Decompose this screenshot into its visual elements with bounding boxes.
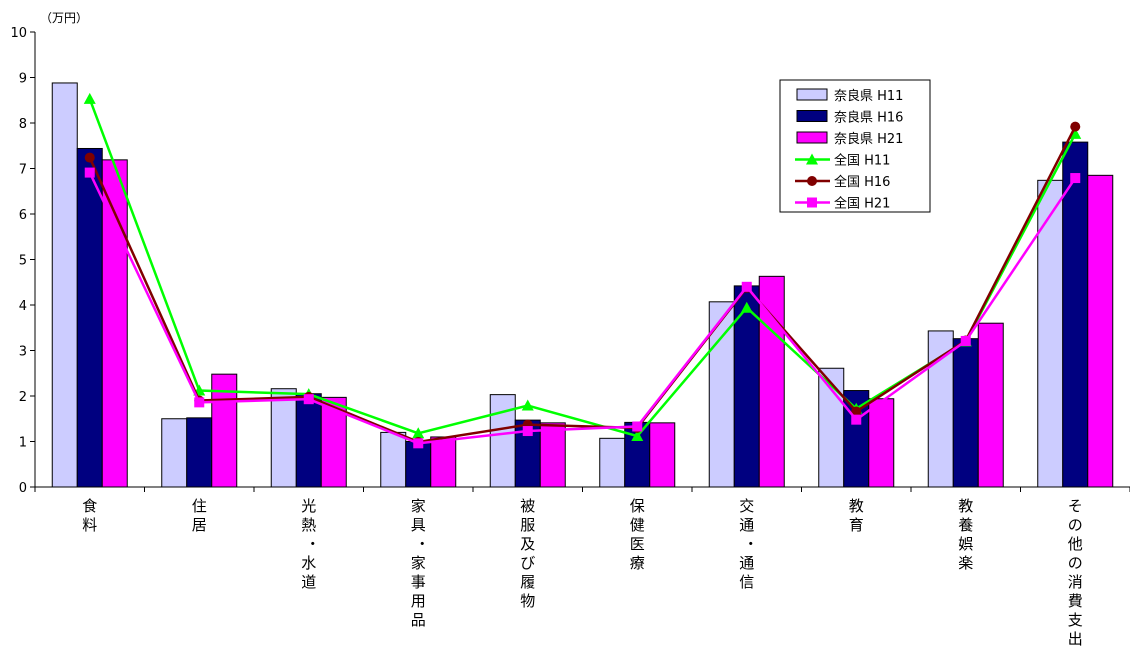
bar bbox=[380, 431, 407, 488]
y-tick-label: 7 bbox=[19, 163, 27, 178]
series-line bbox=[88, 172, 1077, 445]
legend-label: 全国 H11 bbox=[834, 153, 890, 169]
y-tick-label: 8 bbox=[19, 117, 27, 132]
data-point bbox=[83, 92, 96, 104]
category-label: 被服及び履物 bbox=[520, 497, 535, 610]
y-tick-label: 1 bbox=[19, 436, 27, 451]
data-point bbox=[1070, 173, 1081, 184]
category-label: 住居 bbox=[192, 497, 207, 534]
bar bbox=[405, 441, 432, 488]
bar bbox=[211, 373, 238, 488]
category-label: その他の消費支出 bbox=[1068, 497, 1083, 648]
category-label: 家具・家事用品 bbox=[411, 497, 430, 629]
bar bbox=[270, 388, 297, 488]
data-point bbox=[807, 176, 817, 186]
legend-label: 全国 H21 bbox=[834, 196, 890, 212]
bar bbox=[952, 338, 979, 488]
data-point bbox=[413, 438, 424, 449]
y-tick-label: 6 bbox=[19, 208, 27, 223]
data-point bbox=[807, 197, 817, 208]
data-point bbox=[522, 426, 533, 437]
data-point bbox=[631, 430, 644, 442]
y-tick-label: 9 bbox=[19, 72, 27, 87]
category-label: 光熱・水道 bbox=[301, 497, 320, 591]
legend-swatch bbox=[796, 88, 828, 101]
category-label: 保健医療 bbox=[630, 497, 645, 572]
data-point bbox=[84, 152, 95, 163]
data-point bbox=[521, 399, 534, 411]
axes-group: 0 1 2 3 4 5 6 7 8 9 10 bbox=[10, 26, 1130, 496]
data-point bbox=[740, 301, 753, 313]
bars-group bbox=[51, 82, 1114, 488]
bar bbox=[1062, 141, 1089, 488]
y-tick-label: 2 bbox=[19, 390, 27, 405]
bar bbox=[649, 422, 676, 488]
data-point bbox=[412, 427, 425, 439]
series-line bbox=[88, 126, 1077, 444]
bar bbox=[539, 422, 566, 488]
category-label: 食料 bbox=[82, 497, 97, 534]
bar bbox=[430, 436, 457, 488]
category-label: 交通・通信 bbox=[739, 497, 758, 591]
bar bbox=[161, 418, 188, 488]
bar bbox=[758, 275, 785, 488]
data-point bbox=[960, 335, 971, 346]
bar bbox=[927, 330, 954, 488]
bar bbox=[51, 82, 78, 488]
y-tick-label: 0 bbox=[19, 481, 27, 496]
data-point bbox=[1069, 127, 1082, 139]
bar bbox=[1037, 179, 1064, 488]
category-label: 教育 bbox=[849, 497, 864, 534]
data-point bbox=[303, 394, 314, 405]
data-point bbox=[84, 167, 95, 178]
bar bbox=[76, 147, 103, 488]
data-point bbox=[851, 414, 862, 425]
legend-label: 奈良県 H11 bbox=[834, 88, 903, 104]
legend: 奈良県 H11 奈良県 H16 奈良県 H21 全国 H11 全国 H16 全国 H21 bbox=[779, 79, 931, 213]
legend-box bbox=[779, 79, 931, 213]
data-point bbox=[194, 397, 205, 408]
y-tick-label: 3 bbox=[19, 345, 27, 360]
data-point bbox=[1070, 121, 1081, 132]
bar bbox=[599, 437, 626, 488]
bar bbox=[295, 393, 322, 488]
legend-swatch bbox=[796, 131, 828, 144]
unit-label: （万円） bbox=[40, 11, 88, 25]
category-label: 教養娯楽 bbox=[958, 497, 973, 572]
lines-group bbox=[83, 92, 1082, 449]
data-point bbox=[741, 281, 752, 292]
legend-label: 奈良県 H16 bbox=[834, 110, 903, 126]
data-point bbox=[851, 406, 862, 417]
data-point bbox=[632, 421, 643, 432]
legend-swatch bbox=[796, 110, 828, 122]
data-point bbox=[806, 153, 818, 165]
category-labels: 食料 住居 光熱・水道 家具・家事用品 被服及び履物 保健医療 交通・通信 教育 教養娯楽 その他… bbox=[82, 497, 1083, 648]
bar bbox=[977, 322, 1004, 488]
bar bbox=[1087, 174, 1114, 488]
y-tick-label: 4 bbox=[19, 299, 27, 314]
bar bbox=[186, 417, 213, 488]
legend-label: 全国 H16 bbox=[834, 174, 890, 190]
bar bbox=[868, 398, 895, 488]
legend-label: 奈良県 H21 bbox=[834, 131, 903, 147]
y-tick-label: 5 bbox=[19, 254, 27, 269]
y-tick-label: 10 bbox=[10, 26, 27, 41]
